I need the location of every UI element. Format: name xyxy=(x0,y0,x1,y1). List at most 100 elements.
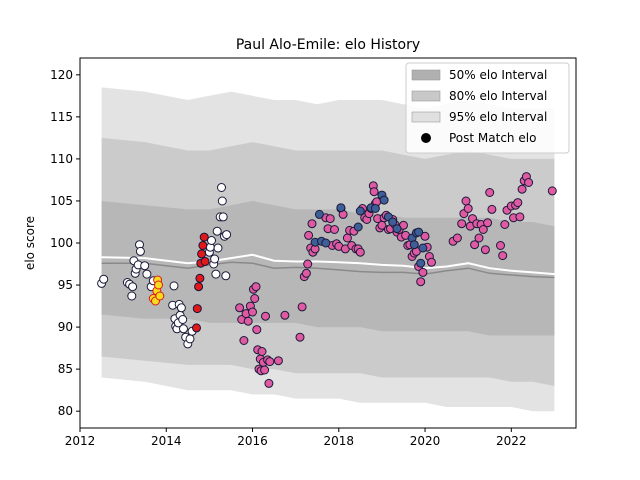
data-point xyxy=(274,357,282,365)
legend-label: Post Match elo xyxy=(449,131,536,145)
data-point xyxy=(371,205,379,213)
data-point xyxy=(516,213,524,221)
data-point xyxy=(199,242,207,250)
x-tick-label: 2020 xyxy=(410,434,441,448)
x-tick-label: 2022 xyxy=(496,434,527,448)
data-point xyxy=(464,205,472,213)
legend-swatch xyxy=(412,70,440,80)
data-point xyxy=(419,244,427,252)
data-point xyxy=(331,226,339,234)
data-point xyxy=(218,184,226,192)
data-point xyxy=(211,255,219,263)
x-tick-label: 2012 xyxy=(65,434,96,448)
data-point xyxy=(193,305,201,313)
y-tick-label: 90 xyxy=(58,320,73,334)
data-point xyxy=(261,366,269,374)
legend-swatch xyxy=(412,91,440,101)
legend-marker xyxy=(421,133,431,143)
data-point xyxy=(223,231,231,239)
legend-label: 95% elo Interval xyxy=(449,110,547,124)
data-point xyxy=(497,242,505,250)
data-point xyxy=(240,337,248,345)
y-tick-label: 100 xyxy=(50,236,73,250)
data-point xyxy=(393,225,401,233)
data-point xyxy=(453,234,461,242)
legend-swatch xyxy=(412,112,440,122)
data-point xyxy=(415,228,423,236)
y-tick-label: 95 xyxy=(58,278,73,292)
data-point xyxy=(308,220,316,228)
data-point xyxy=(236,304,244,312)
data-point xyxy=(201,258,209,266)
data-point xyxy=(177,304,185,312)
y-tick-label: 110 xyxy=(50,152,73,166)
data-point xyxy=(417,259,425,267)
y-axis-label: elo score xyxy=(23,216,37,270)
data-point xyxy=(305,231,313,239)
data-point xyxy=(281,311,289,319)
y-tick-label: 120 xyxy=(50,68,73,82)
data-point xyxy=(370,188,378,196)
y-tick-label: 85 xyxy=(58,362,73,376)
data-point xyxy=(458,220,466,228)
x-tick-label: 2018 xyxy=(324,434,355,448)
data-point xyxy=(322,239,330,247)
data-point xyxy=(218,197,226,205)
data-point xyxy=(462,197,470,205)
data-point xyxy=(143,270,151,278)
data-point xyxy=(222,272,230,280)
data-point xyxy=(499,252,507,260)
data-point xyxy=(354,223,362,231)
data-point xyxy=(548,187,556,195)
data-point xyxy=(128,292,136,300)
data-point xyxy=(481,246,489,254)
data-point xyxy=(198,250,206,258)
data-point xyxy=(156,292,164,300)
data-point xyxy=(179,316,187,324)
data-point xyxy=(196,274,204,282)
data-point xyxy=(170,282,178,290)
data-point xyxy=(141,262,149,270)
data-point xyxy=(195,283,203,291)
data-point xyxy=(296,333,304,341)
y-tick-label: 115 xyxy=(50,110,73,124)
data-point xyxy=(208,237,216,245)
data-point xyxy=(244,317,252,325)
data-point xyxy=(410,241,418,249)
legend: 50% elo Interval 80% elo Interval 95% elo … xyxy=(406,63,569,153)
data-point xyxy=(417,278,425,286)
data-point xyxy=(258,348,266,356)
data-point xyxy=(100,275,108,283)
x-tick-label: 2016 xyxy=(237,434,268,448)
data-point xyxy=(419,268,427,276)
data-point xyxy=(214,244,222,252)
data-point xyxy=(252,283,260,291)
data-point xyxy=(262,312,270,320)
data-point xyxy=(265,379,273,387)
data-point xyxy=(253,326,261,334)
data-point xyxy=(302,269,310,277)
legend-label: 80% elo Interval xyxy=(449,89,547,103)
data-point xyxy=(337,204,345,212)
data-point xyxy=(486,189,494,197)
data-point xyxy=(356,248,364,256)
data-point xyxy=(514,199,522,207)
y-tick-label: 80 xyxy=(58,404,73,418)
data-point xyxy=(251,295,259,303)
data-point xyxy=(326,215,334,223)
data-point xyxy=(266,358,274,366)
data-point xyxy=(219,213,227,221)
data-point xyxy=(518,185,526,193)
x-tick-label: 2014 xyxy=(151,434,182,448)
data-point xyxy=(200,233,208,241)
legend-label: 50% elo Interval xyxy=(449,68,547,82)
data-point xyxy=(249,308,257,316)
data-point xyxy=(488,205,496,213)
data-point xyxy=(129,283,137,291)
data-point xyxy=(212,270,220,278)
data-point xyxy=(193,324,201,332)
data-point xyxy=(186,335,194,343)
data-point xyxy=(428,258,436,266)
data-point xyxy=(304,260,312,268)
data-point xyxy=(315,210,323,218)
